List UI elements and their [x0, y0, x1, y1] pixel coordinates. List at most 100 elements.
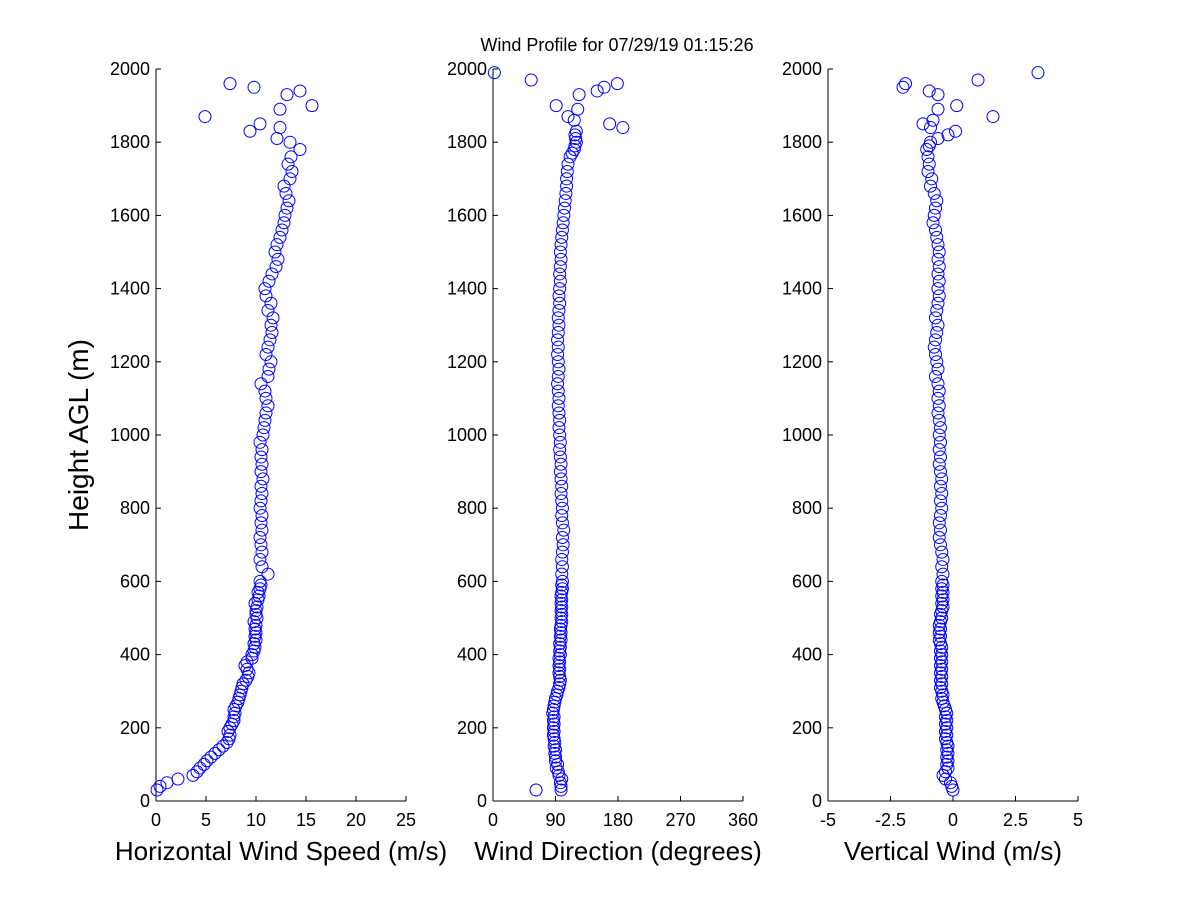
speed-data-point: [255, 560, 269, 574]
direction-data-point: [553, 465, 567, 479]
vertical-data-point: [922, 157, 936, 171]
vertical-data-point: [932, 274, 946, 288]
speed-data-point: [275, 223, 289, 237]
speed-x-tick-label: 25: [396, 810, 416, 830]
speed-data-point: [285, 164, 299, 178]
vertical-data-point: [931, 102, 945, 116]
vertical-y-tick-label: 0: [812, 791, 822, 811]
speed-data-point: [255, 487, 269, 501]
vertical-data-point: [924, 135, 937, 149]
speed-data-point: [278, 208, 292, 222]
vertical-data-point: [926, 216, 940, 230]
speed-data-point: [193, 761, 207, 775]
direction-x-tick-label: 360: [728, 810, 758, 830]
vertical-data-point: [929, 223, 942, 237]
direction-data-point: [553, 413, 567, 427]
speed-data-point: [227, 713, 241, 727]
vertical-data-point: [986, 110, 1000, 124]
direction-data-point: [558, 194, 572, 208]
speed-data-point: [255, 523, 269, 537]
vertical-data-point: [936, 552, 950, 566]
direction-data-point: [553, 435, 567, 449]
direction-y-tick-label: 1200: [447, 352, 487, 372]
speed-data-point: [253, 530, 267, 544]
direction-y-tick-label: 1000: [447, 425, 487, 445]
speed-data-point: [283, 135, 297, 149]
direction-data-point: [571, 102, 585, 116]
speed-data-point: [265, 326, 279, 340]
vertical-data-point: [934, 479, 947, 493]
vertical-data-point: [934, 494, 947, 508]
direction-data-point: [560, 164, 574, 178]
direction-x-tick-label: 270: [665, 810, 695, 830]
vertical-data-point: [930, 194, 944, 208]
speed-data-point: [259, 406, 273, 420]
speed-data-point: [223, 728, 237, 742]
vertical-data-point: [932, 413, 946, 427]
direction-data-point: [551, 326, 565, 340]
vertical-y-tick-label: 1600: [782, 205, 822, 225]
vertical-data-point: [932, 428, 946, 442]
speed-data-point: [247, 637, 261, 651]
vertical-data-point: [931, 318, 945, 332]
speed-data-point: [293, 143, 307, 157]
speed-data-point: [261, 340, 275, 354]
speed-data-point: [273, 121, 287, 135]
speed-data-point: [253, 574, 267, 588]
direction-data-point: [555, 560, 569, 574]
direction-y-tick-label: 0: [477, 791, 487, 811]
direction-data-point: [553, 267, 567, 281]
vertical-data-point: [925, 172, 939, 186]
speed-x-axis-label: Horizontal Wind Speed (m/s): [115, 836, 447, 866]
direction-x-tick-label: 0: [488, 810, 498, 830]
speed-data-point: [243, 124, 257, 138]
vertical-data-point: [921, 150, 935, 164]
speed-data-point: [190, 765, 204, 779]
speed-y-tick-label: 2000: [110, 59, 150, 79]
speed-data-point: [204, 750, 218, 764]
direction-data-point: [551, 340, 565, 354]
vertical-y-tick-label: 2000: [782, 59, 822, 79]
vertical-y-tick-label: 1000: [782, 425, 822, 445]
vertical-data-point: [935, 487, 949, 501]
vertical-data-point: [934, 523, 947, 537]
direction-data-point: [561, 110, 575, 124]
direction-data-point: [560, 179, 574, 193]
speed-data-point: [283, 172, 297, 186]
speed-y-tick-label: 600: [120, 571, 150, 591]
speed-data-point: [223, 77, 237, 91]
speed-data-point: [269, 260, 283, 274]
speed-data-point: [259, 347, 273, 361]
speed-data-point: [259, 391, 273, 405]
speed-data-point: [258, 282, 272, 296]
speed-data-point: [255, 457, 269, 471]
direction-data-point: [554, 472, 568, 486]
vertical-x-tick-label: -5: [820, 810, 836, 830]
speed-data-point: [273, 102, 287, 116]
vertical-data-point: [971, 73, 985, 87]
vertical-data-point: [931, 88, 945, 102]
direction-data-point: [552, 406, 566, 420]
direction-data-point: [557, 523, 571, 537]
vertical-data-point: [927, 340, 941, 354]
speed-data-point: [261, 399, 275, 413]
speed-y-tick-label: 1000: [110, 425, 150, 445]
direction-data-point: [590, 84, 604, 98]
direction-data-point: [554, 457, 568, 471]
vertical-data-point: [932, 516, 946, 530]
direction-x-axis-label: Wind Direction (degrees): [474, 836, 762, 866]
vertical-data-point: [929, 333, 942, 347]
direction-data-point: [555, 494, 569, 508]
vertical-data-point: [931, 406, 945, 420]
direction-data-point: [551, 369, 565, 383]
vertical-data-point: [930, 230, 944, 244]
vertical-data-point: [934, 509, 947, 523]
speed-data-point: [221, 724, 235, 738]
direction-data-point: [552, 289, 566, 303]
direction-data-point: [487, 66, 501, 80]
speed-y-axis-label: Height AGL (m): [63, 339, 94, 531]
direction-y-tick-label: 400: [457, 645, 487, 665]
speed-data-point: [255, 545, 269, 559]
vertical-data-point: [930, 355, 944, 369]
